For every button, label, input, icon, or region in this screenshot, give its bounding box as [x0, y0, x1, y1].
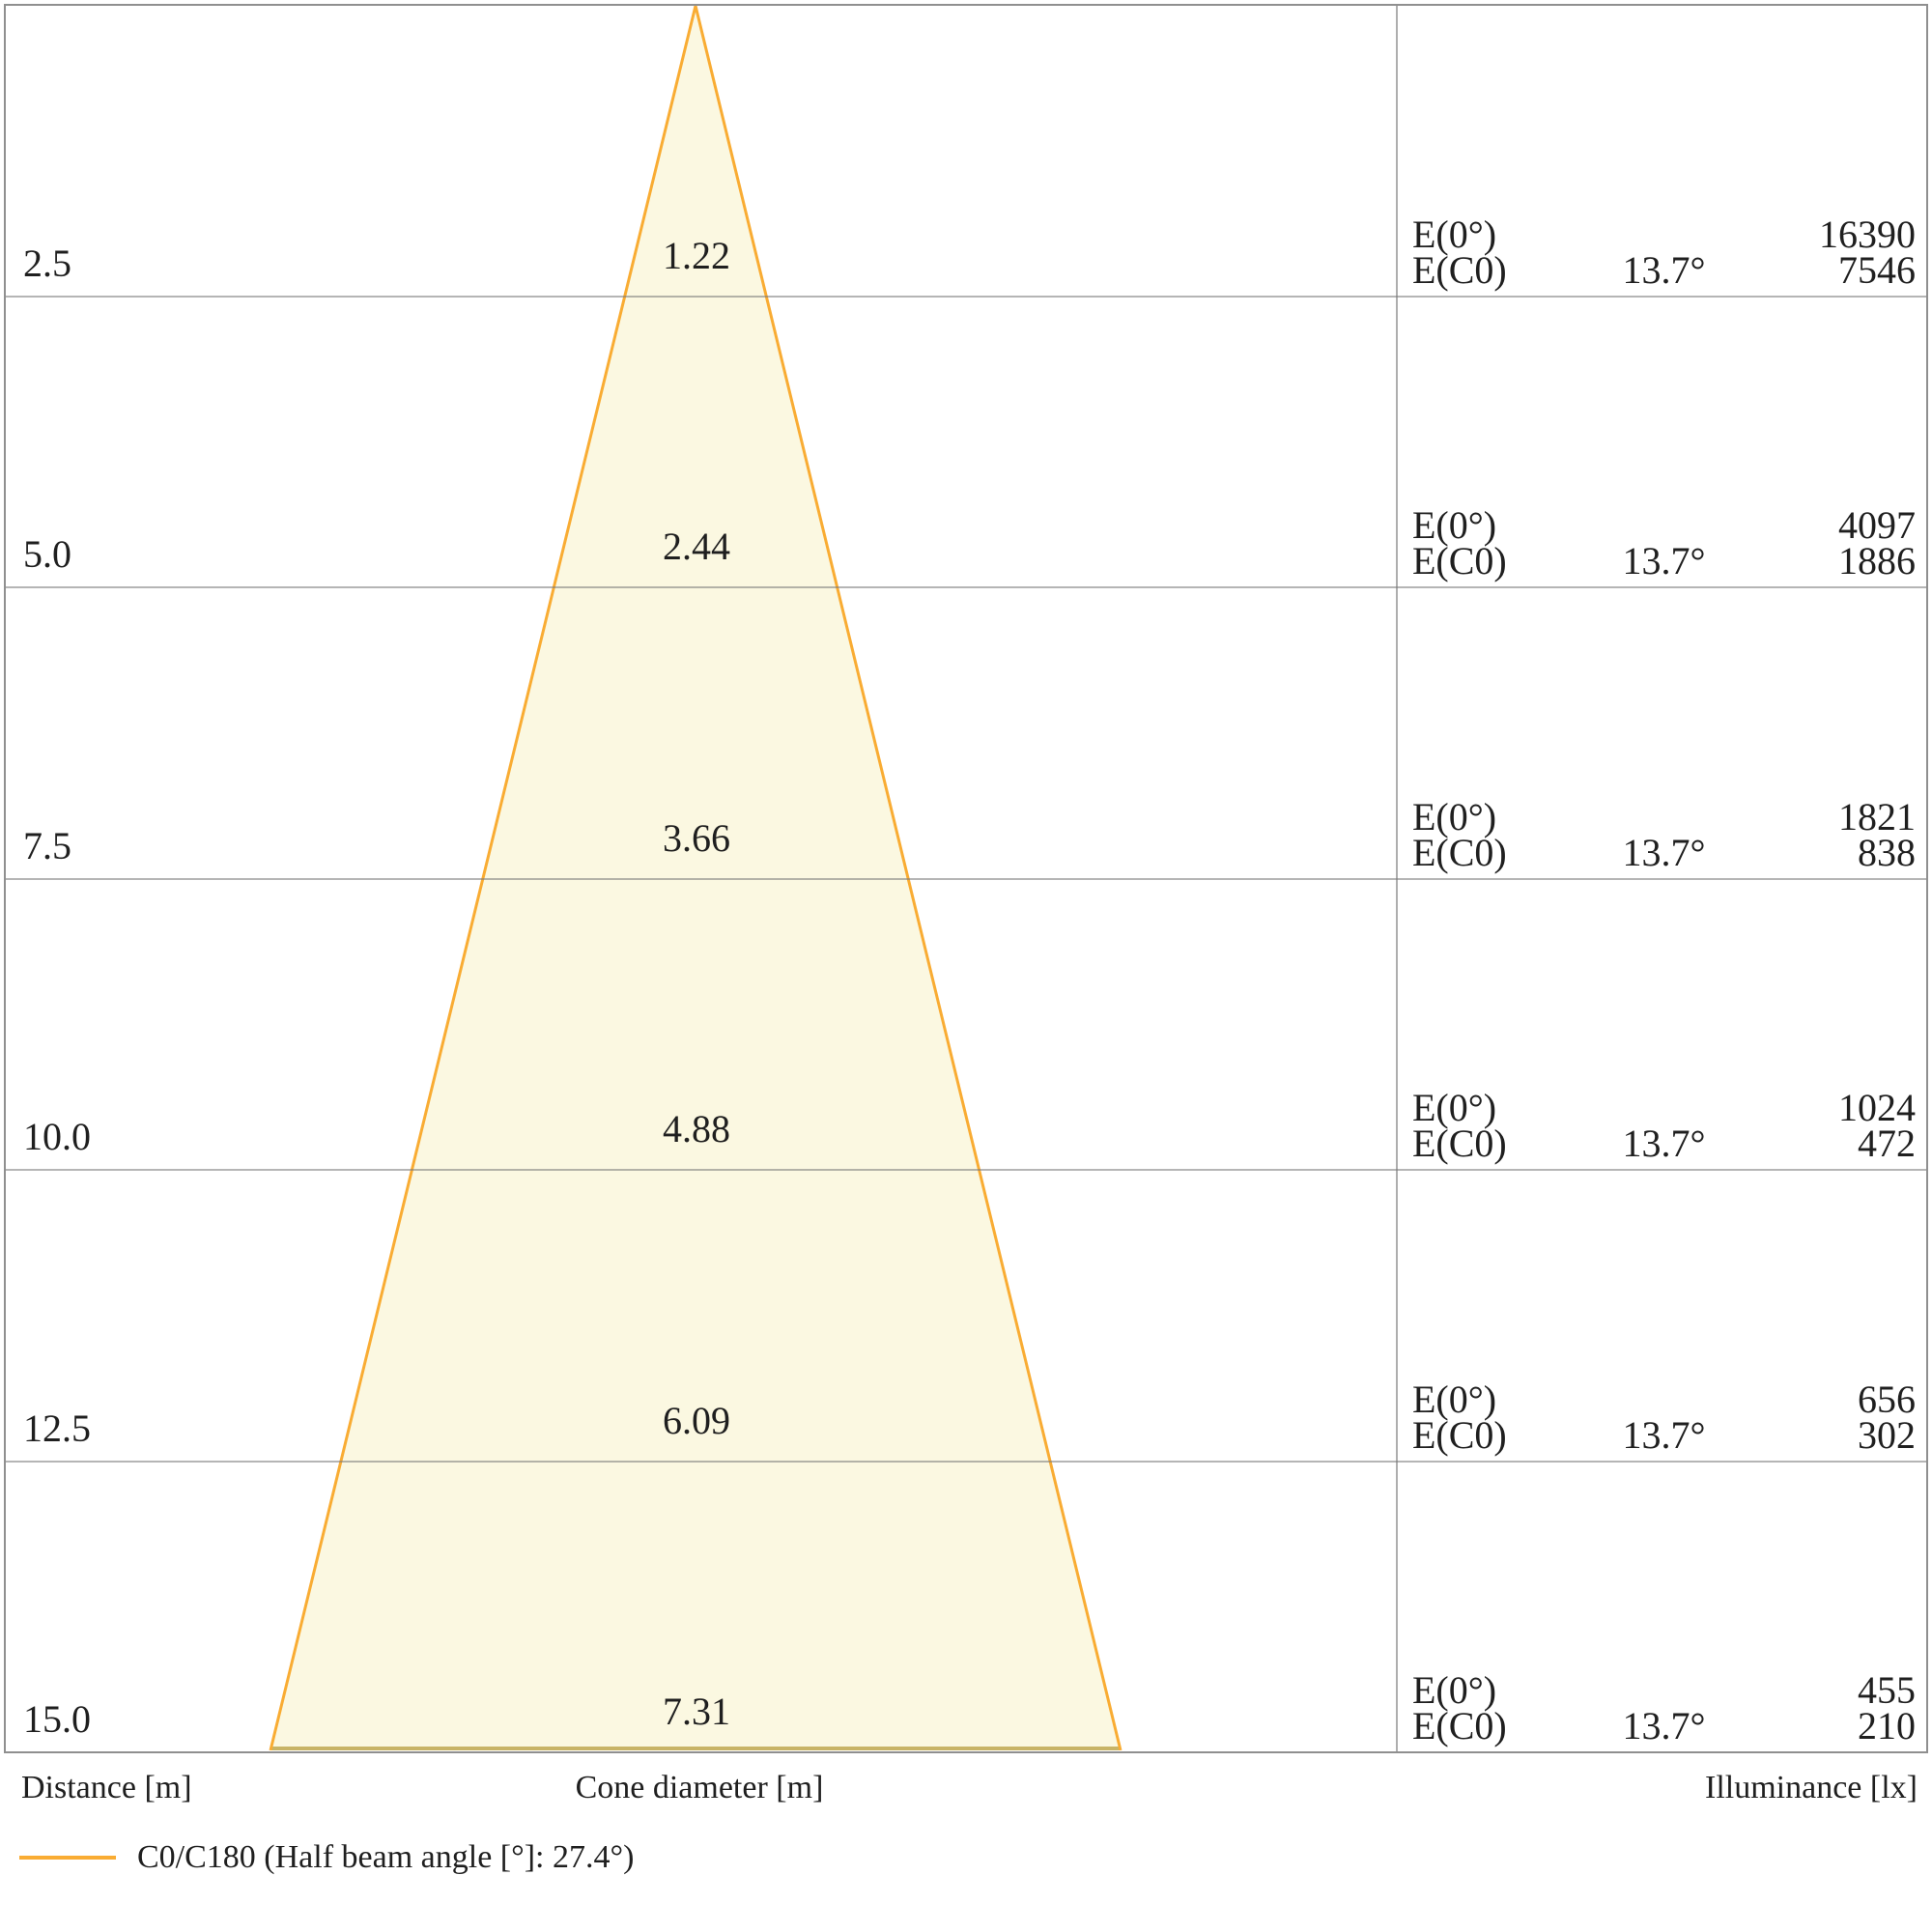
illuminance-axis-label: Illuminance [lx]: [1705, 1770, 1918, 1805]
half-angle-value: 13.7°: [1622, 1412, 1706, 1457]
e0-label: E(0°): [1412, 212, 1497, 256]
ec0-value: 472: [1858, 1122, 1916, 1165]
e0-line: E(0°) 1821: [1412, 794, 1916, 838]
e0-label: E(0°): [1412, 1086, 1497, 1129]
distance-rows: 2.5 1.22 E(0°) 16390 E(C0) 13.7° 7546 5.…: [6, 6, 1926, 1751]
ec0-line: E(C0) 13.7° 838: [1412, 830, 1916, 874]
illuminance-block: E(0°) 656 E(C0) 13.7° 302: [1412, 1377, 1916, 1457]
illuminance-block: E(0°) 4097 E(C0) 13.7° 1886: [1412, 503, 1916, 582]
half-angle-value: 13.7°: [1622, 247, 1706, 292]
illuminance-block: E(0°) 455 E(C0) 13.7° 210: [1412, 1668, 1916, 1747]
cone-table: 2.5 1.22 E(0°) 16390 E(C0) 13.7° 7546 5.…: [4, 4, 1928, 1753]
ec0-line: E(C0) 13.7° 210: [1412, 1704, 1916, 1747]
e0-label: E(0°): [1412, 1377, 1497, 1421]
e0-line: E(0°) 16390: [1412, 212, 1916, 256]
ec0-label: E(C0): [1412, 1122, 1507, 1165]
e0-value: 1024: [1838, 1086, 1916, 1129]
table-row: 10.0 4.88 E(0°) 1024 E(C0) 13.7° 472: [6, 880, 1926, 1171]
e0-line: E(0°) 455: [1412, 1668, 1916, 1712]
table-row: 2.5 1.22 E(0°) 16390 E(C0) 13.7° 7546: [6, 6, 1926, 298]
ec0-value: 302: [1858, 1412, 1916, 1457]
e0-label: E(0°): [1412, 1668, 1497, 1712]
table-row: 15.0 7.31 E(0°) 455 E(C0) 13.7° 210: [6, 1463, 1926, 1752]
e0-value: 455: [1858, 1668, 1916, 1712]
ec0-value: 210: [1858, 1704, 1916, 1747]
half-angle-value: 13.7°: [1622, 830, 1706, 874]
cone-edge-lines: [269, 6, 1122, 1750]
ec0-value: 838: [1858, 830, 1916, 874]
half-angle-value: 13.7°: [1622, 1704, 1706, 1747]
illuminance-block: E(0°) 1821 E(C0) 13.7° 838: [1412, 794, 1916, 874]
axis-labels: Distance [m] Cone diameter [m] Illuminan…: [4, 1764, 1928, 1810]
e0-line: E(0°) 1024: [1412, 1086, 1916, 1129]
e0-line: E(0°) 656: [1412, 1377, 1916, 1421]
distance-axis-label: Distance [m]: [21, 1770, 192, 1805]
cone-diameter-value: 2.44: [663, 525, 730, 568]
ec0-line: E(C0) 13.7° 472: [1412, 1122, 1916, 1165]
legend-line-icon: [19, 1856, 116, 1860]
distance-value: 2.5: [23, 241, 71, 285]
ec0-line: E(C0) 13.7° 1886: [1412, 539, 1916, 582]
ec0-value: 7546: [1838, 247, 1916, 292]
distance-value: 5.0: [23, 532, 71, 576]
ec0-line: E(C0) 13.7° 7546: [1412, 247, 1916, 292]
table-row: 12.5 6.09 E(0°) 656 E(C0) 13.7° 302: [6, 1171, 1926, 1463]
ec0-label: E(C0): [1412, 247, 1507, 292]
e0-line: E(0°) 4097: [1412, 503, 1916, 547]
distance-value: 10.0: [23, 1115, 91, 1158]
half-angle-value: 13.7°: [1622, 1122, 1706, 1165]
legend-label: C0/C180 (Half beam angle [°]: 27.4°): [137, 1839, 635, 1875]
distance-value: 7.5: [23, 823, 71, 867]
half-angle-value: 13.7°: [1622, 539, 1706, 582]
cone-diameter-value: 7.31: [663, 1690, 730, 1733]
distance-value: 12.5: [23, 1406, 91, 1450]
table-row: 7.5 3.66 E(0°) 1821 E(C0) 13.7° 838: [6, 588, 1926, 880]
cone-diameter-axis-label: Cone diameter [m]: [575, 1770, 824, 1805]
ec0-line: E(C0) 13.7° 302: [1412, 1412, 1916, 1457]
ec0-label: E(C0): [1412, 539, 1507, 582]
e0-value: 1821: [1838, 794, 1916, 838]
distance-value: 15.0: [23, 1697, 91, 1741]
cone-diameter-value: 4.88: [663, 1107, 730, 1151]
e0-label: E(0°): [1412, 503, 1497, 547]
illuminance-block: E(0°) 16390 E(C0) 13.7° 7546: [1412, 212, 1916, 292]
ec0-label: E(C0): [1412, 1412, 1507, 1457]
ec0-label: E(C0): [1412, 1704, 1507, 1747]
ec0-value: 1886: [1838, 539, 1916, 582]
e0-value: 16390: [1819, 212, 1916, 256]
ec0-label: E(C0): [1412, 830, 1507, 874]
cone-diameter-value: 6.09: [663, 1398, 730, 1442]
illuminance-block: E(0°) 1024 E(C0) 13.7° 472: [1412, 1086, 1916, 1165]
cone-diameter-value: 1.22: [663, 233, 730, 277]
table-row: 5.0 2.44 E(0°) 4097 E(C0) 13.7° 1886: [6, 298, 1926, 588]
e0-value: 4097: [1838, 503, 1916, 547]
e0-value: 656: [1858, 1377, 1916, 1421]
e0-label: E(0°): [1412, 794, 1497, 838]
legend: C0/C180 (Half beam angle [°]: 27.4°): [19, 1835, 634, 1880]
cone-diameter-value: 3.66: [663, 815, 730, 860]
